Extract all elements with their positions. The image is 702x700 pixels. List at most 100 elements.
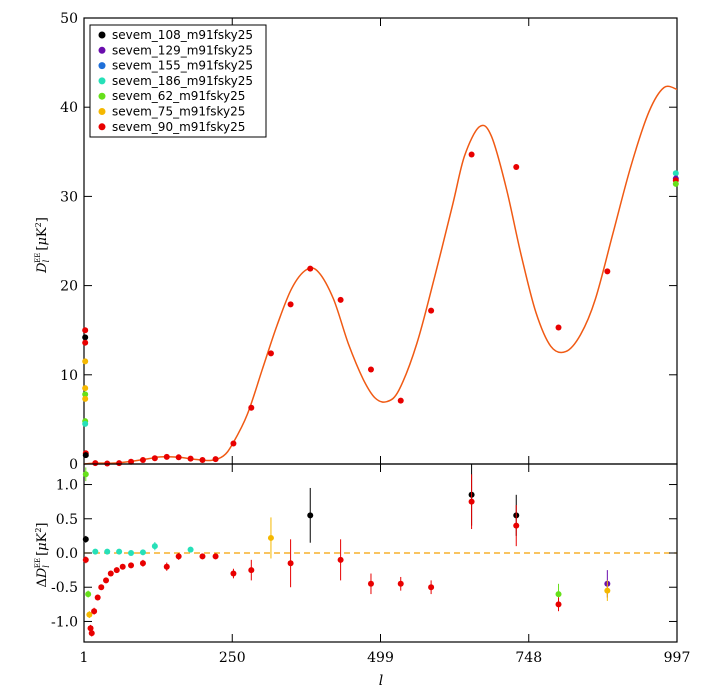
legend: sevem_108_m91fsky25sevem_129_m91fsky25se… bbox=[98, 28, 253, 134]
top-y-axis-label: DlEE[μK2] bbox=[34, 217, 51, 274]
top-data-point bbox=[307, 265, 314, 272]
top-data-point bbox=[163, 453, 170, 460]
legend-entry: sevem_90_m91fsky25 bbox=[112, 120, 245, 134]
top-data-point bbox=[139, 456, 146, 463]
residual-point bbox=[248, 567, 255, 574]
bottom-panel: 1 250 499 748 997 -1.0 -0.5 0.0 0.5 1.0 ΔDlEE[μK… bbox=[34, 463, 691, 689]
top-data-point bbox=[397, 397, 404, 404]
legend-box bbox=[89, 24, 267, 138]
residual-point bbox=[397, 580, 404, 587]
residual-point bbox=[337, 556, 344, 563]
x-axis-label: l bbox=[379, 673, 383, 689]
top-data-point bbox=[82, 452, 89, 459]
residual-point bbox=[230, 570, 237, 577]
residual-point bbox=[139, 560, 146, 567]
bottom-y-tick-label: -1.0 bbox=[51, 614, 78, 630]
residual-point bbox=[92, 548, 99, 555]
bottom-y-axis-label: ΔDlEE[μK2] bbox=[34, 522, 51, 587]
top-data-point bbox=[337, 296, 344, 303]
top-data-point bbox=[199, 456, 206, 463]
residual-point bbox=[94, 594, 101, 601]
top-y-tick-label: 0 bbox=[69, 457, 78, 473]
residual-point bbox=[82, 556, 89, 563]
top-data-point bbox=[82, 339, 89, 346]
residual-point bbox=[604, 587, 611, 594]
legend-marker bbox=[98, 108, 106, 115]
residual-point bbox=[128, 550, 135, 556]
top-data-points bbox=[82, 151, 679, 467]
bottom-data-points bbox=[82, 464, 611, 637]
top-data-point bbox=[128, 458, 135, 465]
top-y-tick-label: 30 bbox=[60, 189, 78, 205]
residual-point bbox=[139, 549, 146, 556]
legend-marker bbox=[98, 123, 106, 131]
residual-point bbox=[107, 570, 114, 577]
residual-point bbox=[428, 584, 435, 591]
residual-point bbox=[187, 546, 194, 553]
top-data-point bbox=[672, 170, 679, 177]
residual-point bbox=[88, 630, 95, 637]
residual-point bbox=[151, 543, 158, 550]
top-y-tick-label: 50 bbox=[60, 11, 78, 27]
top-data-point bbox=[187, 455, 194, 462]
residual-point bbox=[119, 563, 126, 570]
top-data-point bbox=[248, 404, 255, 411]
top-data-point bbox=[604, 268, 611, 275]
residual-point bbox=[267, 534, 274, 541]
residual-point bbox=[555, 591, 562, 598]
legend-marker bbox=[98, 46, 106, 54]
residual-point bbox=[91, 608, 98, 615]
residual-point bbox=[104, 548, 111, 555]
top-data-point bbox=[151, 455, 158, 462]
top-data-point bbox=[287, 301, 294, 308]
residual-point bbox=[307, 512, 314, 519]
bottom-y-tick-label: 0.0 bbox=[56, 546, 78, 562]
residual-point bbox=[103, 577, 110, 584]
legend-entry: sevem_186_m91fsky25 bbox=[112, 74, 253, 88]
residual-point bbox=[199, 553, 206, 560]
legend-entry: sevem_62_m91fsky25 bbox=[112, 89, 245, 103]
top-data-point bbox=[428, 307, 435, 314]
bottom-y-tick-label: 1.0 bbox=[56, 478, 78, 494]
top-data-point bbox=[555, 324, 562, 331]
top-data-point bbox=[175, 454, 182, 461]
residual-point bbox=[82, 471, 89, 478]
legend-marker bbox=[98, 77, 106, 85]
bottom-y-tick-label: 0.5 bbox=[56, 512, 78, 528]
residual-point bbox=[287, 560, 294, 567]
residual-point bbox=[82, 536, 89, 543]
legend-marker bbox=[98, 31, 106, 39]
top-data-point bbox=[468, 151, 475, 158]
x-tick-label: 997 bbox=[664, 650, 691, 666]
legend-entry: sevem_155_m91fsky25 bbox=[112, 59, 253, 73]
residual-point bbox=[175, 553, 182, 560]
residual-point bbox=[367, 580, 374, 587]
top-data-point bbox=[82, 391, 89, 398]
legend-entry: sevem_129_m91fsky25 bbox=[112, 43, 253, 57]
top-data-point bbox=[672, 180, 679, 187]
bottom-y-ticks: -1.0 -0.5 0.0 0.5 1.0 bbox=[51, 478, 677, 630]
residual-point bbox=[212, 553, 219, 560]
residual-point bbox=[468, 498, 475, 505]
legend-entry: sevem_75_m91fsky25 bbox=[112, 105, 245, 119]
top-data-point bbox=[82, 420, 89, 427]
model-curve bbox=[83, 85, 678, 465]
top-data-point bbox=[92, 460, 99, 467]
top-y-tick-label: 40 bbox=[60, 100, 78, 116]
residual-point bbox=[116, 548, 123, 555]
top-data-point bbox=[82, 385, 89, 392]
top-data-point bbox=[82, 395, 89, 402]
top-data-point bbox=[82, 358, 89, 365]
top-data-point bbox=[230, 440, 237, 447]
top-y-tick-label: 20 bbox=[60, 279, 78, 295]
x-tick-label: 1 bbox=[80, 650, 89, 666]
residual-point bbox=[555, 601, 562, 608]
bottom-y-tick-label: -0.5 bbox=[51, 580, 78, 596]
top-data-point bbox=[267, 350, 274, 357]
top-data-point bbox=[212, 456, 219, 463]
x-tick-label: 250 bbox=[219, 650, 246, 666]
top-data-point bbox=[82, 327, 89, 334]
residual-point bbox=[513, 522, 520, 529]
legend-marker bbox=[98, 62, 106, 70]
